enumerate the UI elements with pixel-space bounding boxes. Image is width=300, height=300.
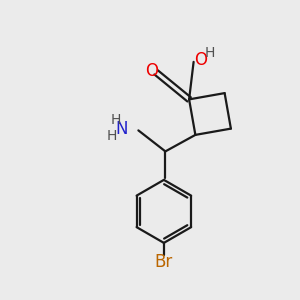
Text: Br: Br: [155, 254, 173, 272]
Text: O: O: [145, 62, 158, 80]
Text: O: O: [194, 51, 207, 69]
Text: H: H: [106, 129, 117, 143]
Text: N: N: [116, 120, 128, 138]
Text: H: H: [205, 46, 215, 61]
Text: H: H: [111, 113, 121, 127]
